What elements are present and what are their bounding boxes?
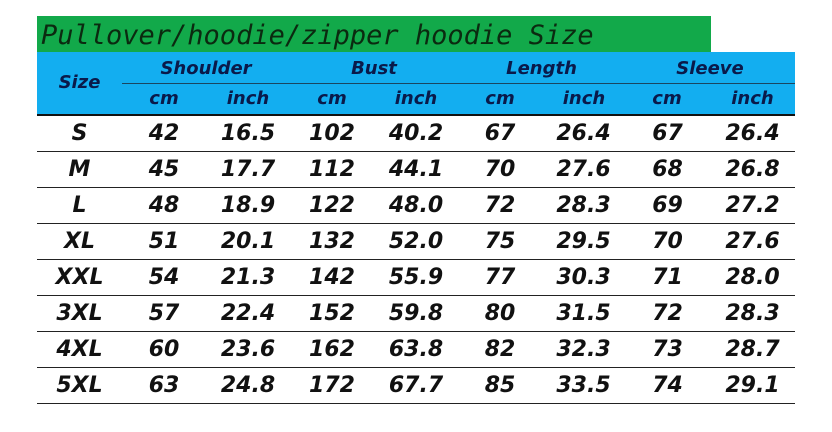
table-row: 4XL 60 23.6 162 63.8 82 32.3 73 28.7 [37,331,795,368]
value-cell: 85 [458,367,542,404]
value-cell: 57 [122,295,206,332]
value-cell: 77 [458,259,542,296]
value-cell: 68 [625,151,710,188]
size-cell: M [37,151,122,188]
value-cell: 44.1 [374,151,458,188]
size-cell: XXL [37,259,122,296]
header-unit: inch [394,88,438,109]
value-cell: 63.8 [374,331,458,368]
size-cell: 3XL [37,295,122,332]
value-cell: 27.2 [710,187,795,224]
value-cell: 63 [122,367,206,404]
value-cell: 152 [290,295,374,332]
value-cell: 27.6 [542,151,625,188]
value-cell: 67.7 [374,367,458,404]
value-cell: 122 [290,187,374,224]
value-cell: 30.3 [542,259,625,296]
value-cell: 70 [458,151,542,188]
value-cell: 162 [290,331,374,368]
value-cell: 80 [458,295,542,332]
value-cell: 28.0 [710,259,795,296]
value-cell: 42 [122,116,206,152]
value-cell: 22.4 [206,295,290,332]
value-cell: 55.9 [374,259,458,296]
value-cell: 102 [290,116,374,152]
value-cell: 132 [290,223,374,260]
value-cell: 54 [122,259,206,296]
value-cell: 72 [458,187,542,224]
value-cell: 72 [625,295,710,332]
header-unit: cm [652,88,682,109]
header-unit: cm [317,88,347,109]
value-cell: 142 [290,259,374,296]
value-cell: 67 [458,116,542,152]
header-size: Size [58,72,101,93]
header-shoulder: Shoulder [160,58,252,79]
value-cell: 27.6 [710,223,795,260]
header-bust: Bust [351,58,397,79]
value-cell: 45 [122,151,206,188]
value-cell: 73 [625,331,710,368]
table-row: 3XL 57 22.4 152 59.8 80 31.5 72 28.3 [37,295,795,332]
value-cell: 40.2 [374,116,458,152]
value-cell: 26.8 [710,151,795,188]
header-divider [122,83,795,84]
header-unit: inch [562,88,606,109]
table-row: 5XL 63 24.8 172 67.7 85 33.5 74 29.1 [37,367,795,404]
value-cell: 70 [625,223,710,260]
header-length: Length [506,58,577,79]
value-cell: 60 [122,331,206,368]
value-cell: 75 [458,223,542,260]
value-cell: 31.5 [542,295,625,332]
value-cell: 52.0 [374,223,458,260]
value-cell: 23.6 [206,331,290,368]
header-unit: inch [226,88,270,109]
value-cell: 74 [625,367,710,404]
value-cell: 32.3 [542,331,625,368]
value-cell: 28.3 [542,187,625,224]
value-cell: 69 [625,187,710,224]
table-row: XXL 54 21.3 142 55.9 77 30.3 71 28.0 [37,259,795,296]
table-row: S 42 16.5 102 40.2 67 26.4 67 26.4 [37,116,795,152]
value-cell: 21.3 [206,259,290,296]
value-cell: 29.5 [542,223,625,260]
table-row: L 48 18.9 122 48.0 72 28.3 69 27.2 [37,187,795,224]
size-table: S 42 16.5 102 40.2 67 26.4 67 26.4 M 45 17.7 112 44.1… [37,116,795,404]
table-header: Size Shoulder Bust Length Sleeve cm inch c… [37,52,795,116]
value-cell: 112 [290,151,374,188]
value-cell: 29.1 [710,367,795,404]
value-cell: 28.7 [710,331,795,368]
value-cell: 48 [122,187,206,224]
size-cell: XL [37,223,122,260]
value-cell: 59.8 [374,295,458,332]
size-cell: 4XL [37,331,122,368]
header-unit: cm [149,88,179,109]
chart-title: Pullover/hoodie/zipper hoodie Size [37,16,711,52]
value-cell: 33.5 [542,367,625,404]
value-cell: 16.5 [206,116,290,152]
value-cell: 67 [625,116,710,152]
value-cell: 172 [290,367,374,404]
size-cell: 5XL [37,367,122,404]
value-cell: 28.3 [710,295,795,332]
value-cell: 20.1 [206,223,290,260]
value-cell: 26.4 [542,116,625,152]
value-cell: 18.9 [206,187,290,224]
header-unit: cm [485,88,515,109]
table-row: XL 51 20.1 132 52.0 75 29.5 70 27.6 [37,223,795,260]
value-cell: 51 [122,223,206,260]
table-row: M 45 17.7 112 44.1 70 27.6 68 26.8 [37,151,795,188]
value-cell: 82 [458,331,542,368]
size-cell: S [37,116,122,152]
header-unit: inch [731,88,774,109]
value-cell: 26.4 [710,116,795,152]
header-sleeve: Sleeve [676,58,744,79]
value-cell: 17.7 [206,151,290,188]
value-cell: 48.0 [374,187,458,224]
value-cell: 24.8 [206,367,290,404]
value-cell: 71 [625,259,710,296]
size-cell: L [37,187,122,224]
